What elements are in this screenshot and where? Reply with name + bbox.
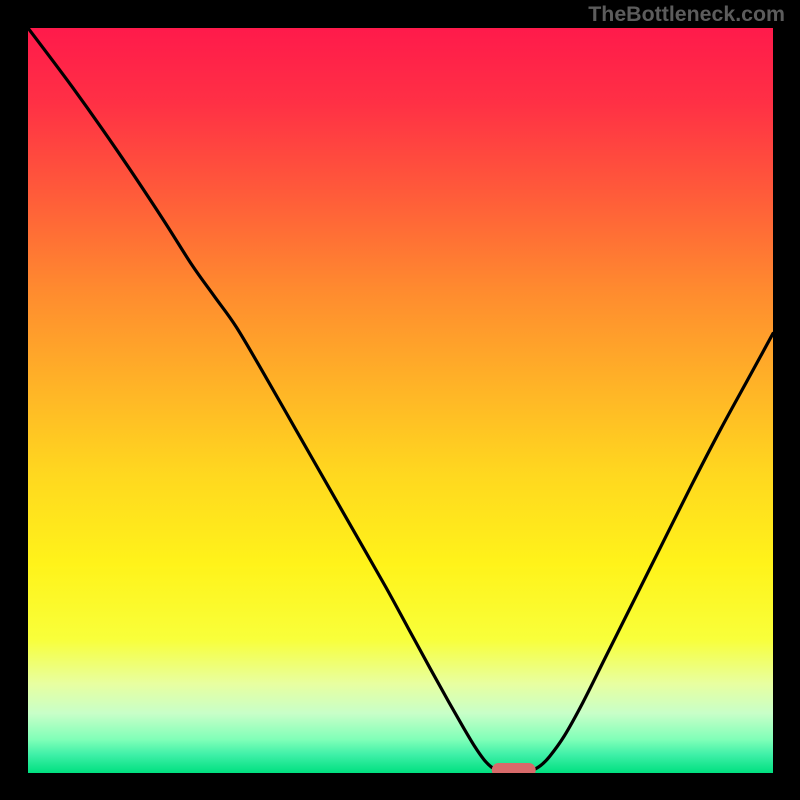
optimum-marker (492, 763, 536, 773)
curve-layer (28, 28, 773, 773)
plot-area (28, 28, 773, 773)
watermark-text: TheBottleneck.com (588, 2, 785, 27)
bottleneck-curve (28, 28, 773, 772)
chart-frame: TheBottleneck.com (0, 0, 800, 800)
